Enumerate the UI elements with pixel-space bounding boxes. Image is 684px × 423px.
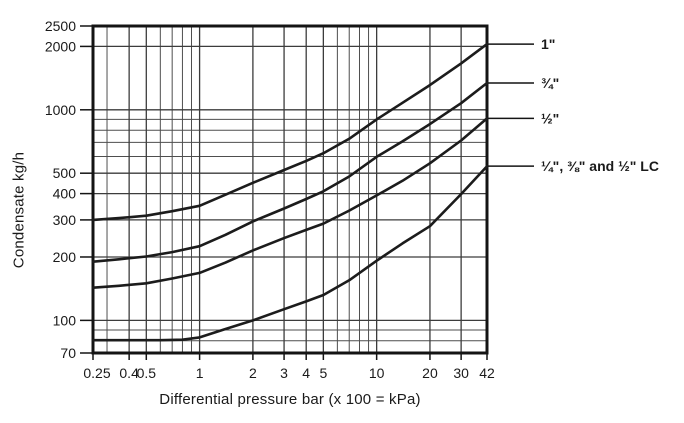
x-axis-title: Differential pressure bar (x 100 = kPa)	[159, 391, 421, 408]
y-axis-title: Condensate kg/h	[10, 151, 28, 269]
y-tick-label: 400	[53, 186, 77, 202]
curve-label-0: 1"	[541, 36, 555, 52]
y-tick-label: 500	[53, 165, 77, 181]
x-tick-label: 0.25	[83, 365, 110, 381]
x-tick-labels: 0.25 0.40.5 1 2 3 4 5 10 20 30 42	[83, 365, 495, 381]
x-tick-label: 30	[453, 365, 469, 381]
curve-2	[91, 117, 489, 289]
x-tick-label: 2	[249, 365, 257, 381]
y-tick-label: 100	[53, 312, 77, 328]
x-tick-label: 42	[479, 365, 495, 381]
x-tick-label: 4	[302, 365, 310, 381]
y-tick-labels: 70 100 200 300 400 500 1000 2000 2500	[45, 18, 76, 361]
axis-ticks	[80, 25, 488, 360]
x-tick-label: 20	[422, 365, 438, 381]
grid-minor	[93, 26, 487, 353]
y-tick-label: 70	[60, 345, 76, 361]
x-tick-label: 0.5	[137, 365, 157, 381]
y-tick-label: 1000	[45, 102, 76, 118]
curve-label-2: ½"	[541, 110, 559, 126]
x-tick-label: 1	[196, 365, 204, 381]
x-tick-label: 3	[280, 365, 288, 381]
plot-border	[91, 24, 489, 355]
y-tick-label: 2500	[45, 18, 76, 34]
curve-label-3: ¼", ⅜" and ½" LC	[541, 158, 659, 174]
x-tick-label: 0.4	[119, 365, 139, 381]
curve-0	[91, 42, 489, 222]
y-tick-label: 300	[53, 212, 77, 228]
curves	[91, 42, 489, 342]
x-tick-label: 10	[369, 365, 385, 381]
curve-3	[91, 164, 489, 342]
curve-1	[91, 81, 489, 263]
x-tick-label: 5	[319, 365, 327, 381]
y-tick-label: 200	[53, 249, 77, 265]
curve-label-1: ¾"	[541, 75, 559, 91]
y-tick-label: 2000	[45, 38, 76, 54]
grid-major	[92, 25, 488, 354]
curve-labels: 1" ¾" ½" ¼", ⅜" and ½" LC	[488, 36, 659, 174]
